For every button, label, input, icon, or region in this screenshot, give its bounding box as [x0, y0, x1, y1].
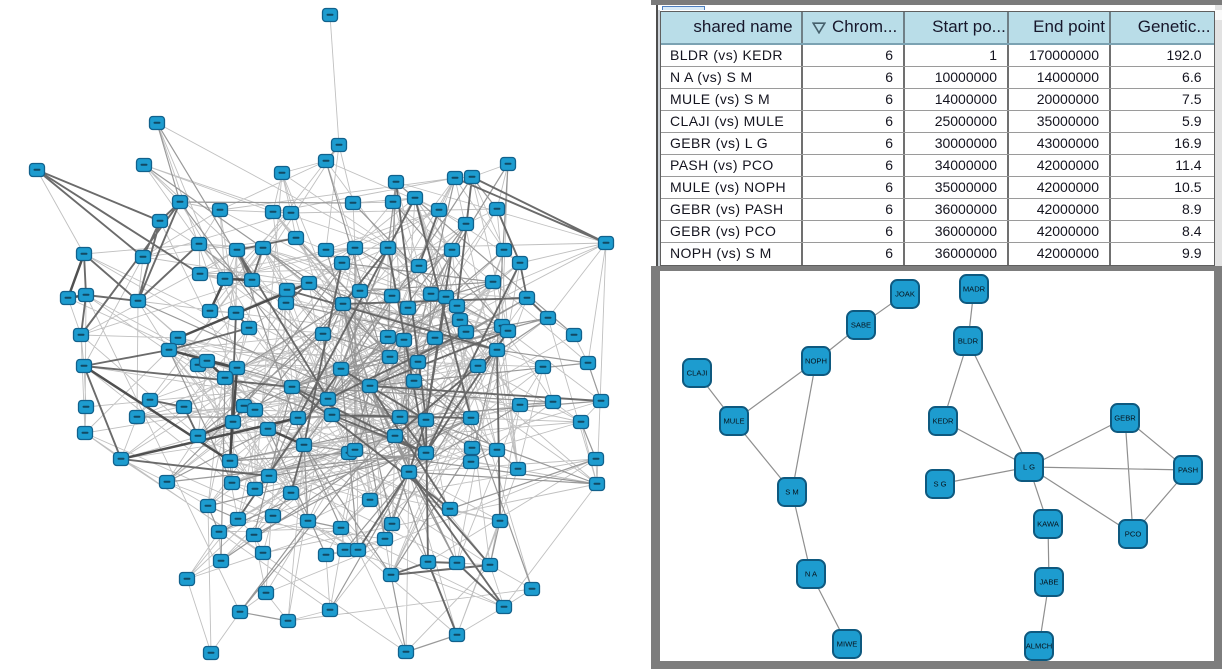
svg-text:BLDR: BLDR [958, 337, 979, 346]
svg-text:NOPH: NOPH [805, 357, 827, 366]
svg-text:N A: N A [805, 570, 818, 579]
svg-text:GEBR: GEBR [1114, 414, 1136, 423]
svg-text:CLAJI: CLAJI [687, 369, 708, 378]
svg-text:JOAK: JOAK [895, 290, 915, 299]
svg-text:JABE: JABE [1040, 578, 1059, 587]
svg-text:KEDR: KEDR [932, 417, 954, 426]
svg-text:PASH: PASH [1178, 466, 1198, 475]
svg-text:ALMCH: ALMCH [1026, 642, 1053, 651]
svg-text:MADR: MADR [963, 285, 986, 294]
svg-text:PCO: PCO [1125, 530, 1142, 539]
svg-text:MULE: MULE [723, 417, 744, 426]
svg-text:MIWE: MIWE [837, 640, 858, 649]
svg-text:KAWA: KAWA [1037, 520, 1060, 529]
svg-text:S M: S M [785, 488, 799, 497]
svg-text:L G: L G [1023, 463, 1035, 472]
svg-text:SABE: SABE [851, 321, 871, 330]
svg-text:S G: S G [933, 480, 946, 489]
